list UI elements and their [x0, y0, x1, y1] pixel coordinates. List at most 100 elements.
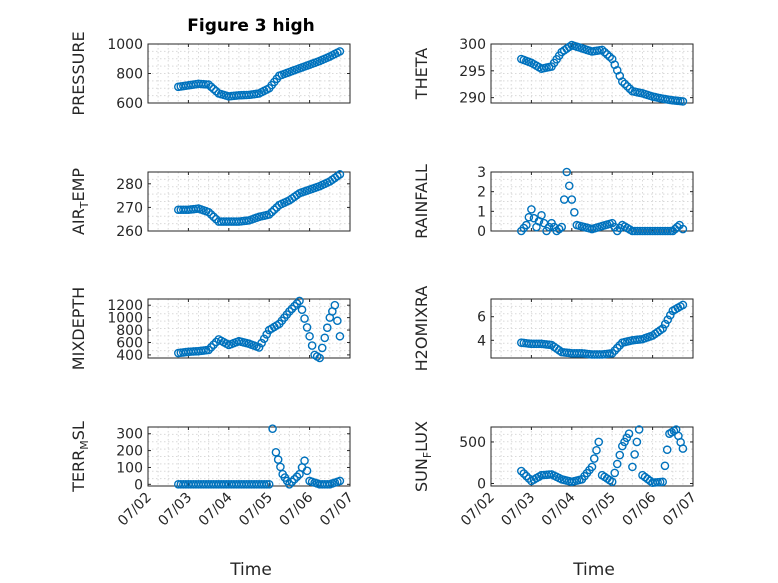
data-point: [628, 462, 637, 472]
data-point: [622, 433, 632, 443]
y-tick-label: 280: [116, 177, 143, 193]
data-point: [268, 424, 277, 433]
y-axis-label: SUNFLUX: [412, 421, 434, 492]
data-point: [519, 469, 529, 478]
data-point: [211, 214, 221, 224]
data-point: [292, 472, 302, 482]
data-point: [587, 462, 597, 472]
y-tick-label: 4: [477, 333, 486, 349]
y-tick-label: 200: [116, 444, 143, 460]
data-point: [589, 454, 599, 463]
data-point: [295, 296, 304, 306]
subplot-h2omixra: 4 6 H2OMIXRA: [412, 286, 694, 372]
data-point: [605, 52, 614, 62]
data-point: [276, 462, 285, 472]
data-point: [267, 207, 277, 217]
data-point: [678, 97, 688, 106]
x-axis-label-left: Time: [229, 560, 272, 580]
data-point: [570, 208, 579, 217]
data-point: [259, 480, 269, 489]
axes-box: [147, 426, 351, 487]
axes-box: [147, 298, 351, 359]
y-axis-label: H2OMIXRA: [412, 286, 431, 372]
data-point: [335, 47, 345, 56]
y-tick-label: 290: [459, 91, 486, 107]
y-tick-label: 300: [116, 427, 143, 443]
data-point: [269, 205, 279, 215]
data-point: [322, 480, 332, 489]
data-point: [209, 212, 218, 222]
data-point: [594, 437, 604, 447]
data-point: [290, 474, 299, 484]
data-point: [522, 220, 531, 230]
data-point: [264, 210, 274, 219]
data-point: [290, 301, 299, 311]
data-point: [307, 341, 317, 350]
data-point: [209, 340, 218, 349]
y-tick-label: 0: [477, 224, 486, 240]
y-tick-label: 270: [116, 200, 143, 216]
data-point: [297, 305, 307, 315]
y-tick-label: 800: [116, 323, 143, 339]
data-point: [273, 455, 283, 464]
y-tick-label: 1: [477, 204, 486, 220]
data-point: [632, 437, 642, 447]
x-axis-label-right: Time: [572, 560, 615, 580]
data-point: [624, 429, 634, 438]
data-point: [634, 425, 644, 434]
data-point: [554, 224, 564, 234]
data-point: [665, 310, 675, 320]
data-point: [678, 300, 688, 310]
data-point: [618, 441, 627, 451]
y-tick-label: 3: [477, 165, 486, 181]
y-tick-label: 260: [116, 224, 143, 240]
y-tick-label: 600: [116, 335, 143, 351]
data-point: [564, 181, 574, 191]
data-point: [620, 437, 629, 447]
data-point: [660, 319, 670, 329]
axes-box: [490, 43, 694, 104]
data-point: [623, 82, 632, 91]
data-point: [658, 324, 668, 333]
data-point: [330, 300, 340, 310]
data-point: [287, 304, 297, 314]
subplot-air_temp: 260 270 280 AIRTEMP: [69, 168, 351, 240]
data-point: [612, 343, 622, 353]
y-tick-label: 0: [477, 477, 486, 493]
data-point: [315, 353, 325, 363]
y-tick-label: 800: [116, 67, 143, 83]
y-tick-label: 2: [477, 185, 486, 201]
data-point: [204, 207, 213, 217]
data-point: [660, 461, 670, 471]
data-point: [537, 210, 546, 220]
y-tick-label: 6: [477, 310, 486, 326]
data-point: [302, 466, 312, 476]
data-point: [620, 79, 630, 89]
data-point: [618, 77, 627, 86]
data-point: [612, 459, 622, 469]
data-point: [335, 170, 345, 179]
y-tick-label: 500: [459, 435, 486, 451]
data-point: [678, 224, 688, 234]
data-point: [204, 345, 213, 355]
data-point: [607, 348, 617, 358]
data-point: [607, 477, 617, 487]
data-point: [658, 477, 668, 487]
y-axis-label: AIRTEMP: [69, 168, 91, 235]
y-tick-label: 100: [116, 460, 143, 476]
axes-box: [490, 426, 694, 487]
data-point: [259, 334, 269, 344]
data-point: [592, 445, 601, 455]
data-point: [206, 210, 216, 219]
data-point: [292, 299, 302, 308]
data-point: [264, 480, 274, 489]
data-point: [630, 450, 639, 459]
data-point: [610, 468, 620, 478]
y-axis-label: MIXDEPTH: [69, 287, 88, 370]
data-point: [557, 222, 567, 232]
data-point: [567, 195, 577, 204]
subplot-theta: 290 295 300 THETA: [412, 37, 694, 107]
data-point: [333, 316, 342, 326]
data-point: [562, 167, 572, 177]
